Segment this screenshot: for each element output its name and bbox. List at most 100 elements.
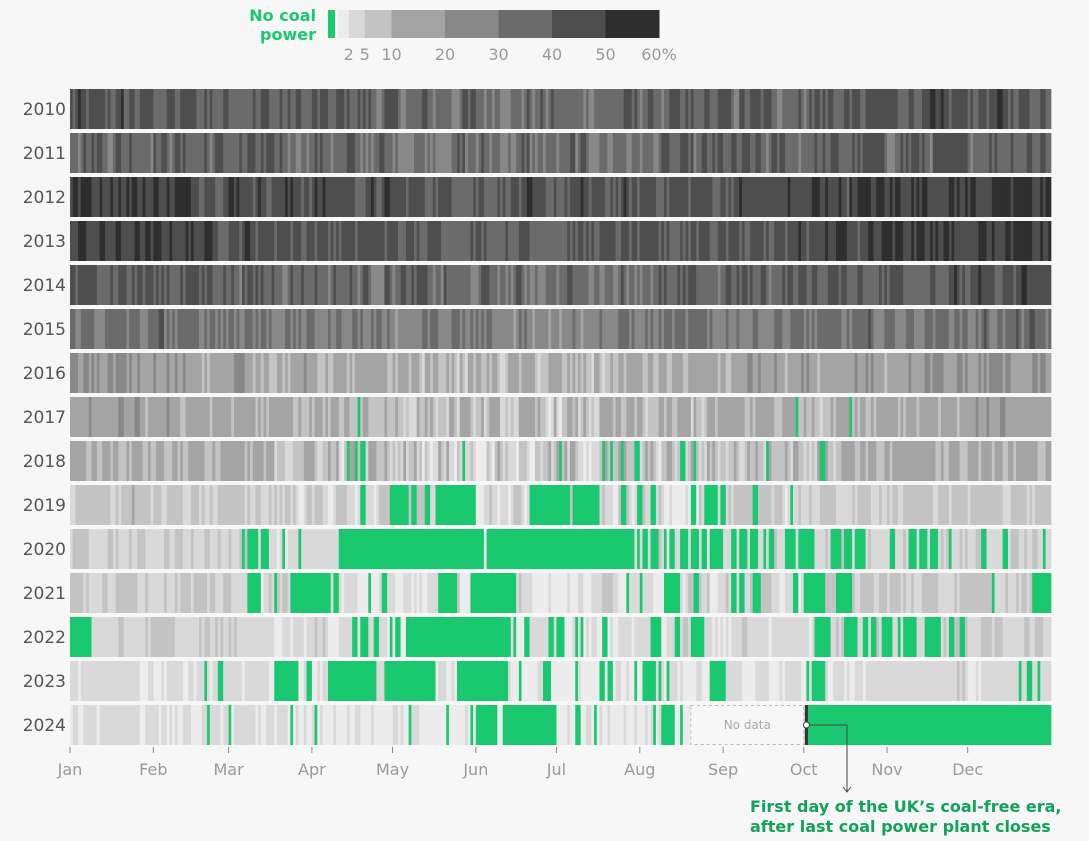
day-cell (978, 309, 982, 349)
day-cell (424, 353, 428, 393)
day-cell (368, 89, 372, 129)
day-cell (543, 661, 547, 701)
day-cell (260, 309, 264, 349)
day-cell (145, 353, 149, 393)
day-cell (623, 353, 627, 393)
day-cell (303, 309, 307, 349)
day-cell (443, 177, 447, 217)
day-cell (220, 177, 224, 217)
day-cell (349, 441, 353, 481)
day-cell (263, 529, 267, 569)
day-cell (672, 529, 676, 569)
day-cell (236, 397, 240, 437)
day-cell (1042, 573, 1046, 613)
day-cell (556, 309, 560, 349)
day-cell (645, 353, 649, 393)
day-cell (709, 89, 713, 129)
day-cell (142, 353, 146, 393)
day-cell (577, 397, 582, 437)
day-cell (451, 661, 455, 701)
day-cell (72, 573, 76, 613)
day-cell (545, 617, 549, 657)
day-cell (319, 265, 323, 305)
day-cell (182, 617, 186, 657)
day-cell (943, 309, 947, 349)
day-cell (142, 309, 146, 349)
day-cell (782, 573, 786, 613)
day-cell (188, 89, 192, 129)
day-cell (223, 177, 227, 217)
day-cell (782, 177, 786, 217)
day-cell (631, 265, 635, 305)
day-cell (301, 265, 305, 305)
day-cell (432, 133, 436, 173)
day-cell (422, 529, 426, 569)
day-cell (637, 397, 641, 437)
day-cell (822, 133, 826, 173)
day-cell (158, 177, 162, 217)
day-cell (693, 573, 697, 613)
day-cell (685, 397, 689, 437)
day-cell (247, 89, 251, 129)
day-cell (852, 397, 856, 437)
day-cell (1040, 485, 1044, 525)
day-cell (704, 177, 708, 217)
day-cell (897, 89, 901, 129)
day-cell (510, 485, 514, 525)
day-cell (301, 133, 305, 173)
day-cell (1002, 89, 1006, 129)
day-cell (895, 265, 899, 305)
day-cell (153, 89, 157, 129)
day-cell (846, 529, 850, 569)
day-cell (400, 221, 404, 261)
day-cell (637, 573, 641, 613)
day-cell (962, 485, 966, 525)
day-cell (156, 89, 160, 129)
day-cell (1021, 397, 1025, 437)
day-cell (113, 617, 117, 657)
day-cell (110, 133, 114, 173)
day-cell (852, 309, 856, 349)
day-cell (913, 441, 917, 481)
day-cell (701, 309, 705, 349)
day-cell (212, 265, 216, 305)
day-cell (199, 617, 203, 657)
day-cell (354, 89, 358, 129)
day-cell (618, 441, 622, 481)
day-cell (903, 441, 907, 481)
day-cell (612, 133, 616, 173)
day-cell (344, 133, 348, 173)
day-cell (919, 353, 923, 393)
day-cell (118, 397, 122, 437)
day-cell (545, 89, 549, 129)
day-cell (182, 661, 186, 701)
day-cell (465, 617, 469, 657)
day-cell (626, 573, 630, 613)
day-cell (338, 221, 342, 261)
day-cell (330, 89, 334, 129)
day-cell (981, 265, 985, 305)
day-cell (497, 617, 501, 657)
day-cell (811, 529, 815, 569)
day-cell (446, 529, 450, 569)
day-cell (188, 353, 192, 393)
day-cell (787, 265, 791, 305)
day-cell (599, 133, 603, 173)
legend-tick-label: 60% (641, 45, 677, 64)
day-cell (663, 221, 668, 261)
day-cell (534, 397, 539, 437)
day-cell (311, 353, 315, 393)
day-cell (932, 221, 936, 261)
day-cell (612, 485, 616, 525)
day-cell (209, 309, 213, 349)
day-cell (1021, 89, 1025, 129)
day-cell (204, 309, 208, 349)
day-cell (518, 441, 522, 481)
day-cell (169, 309, 173, 349)
day-cell (833, 177, 837, 217)
legend-bin (498, 10, 553, 38)
day-cell (451, 353, 455, 393)
day-cell (172, 353, 176, 393)
day-cell (1010, 397, 1014, 437)
day-cell (962, 353, 966, 393)
